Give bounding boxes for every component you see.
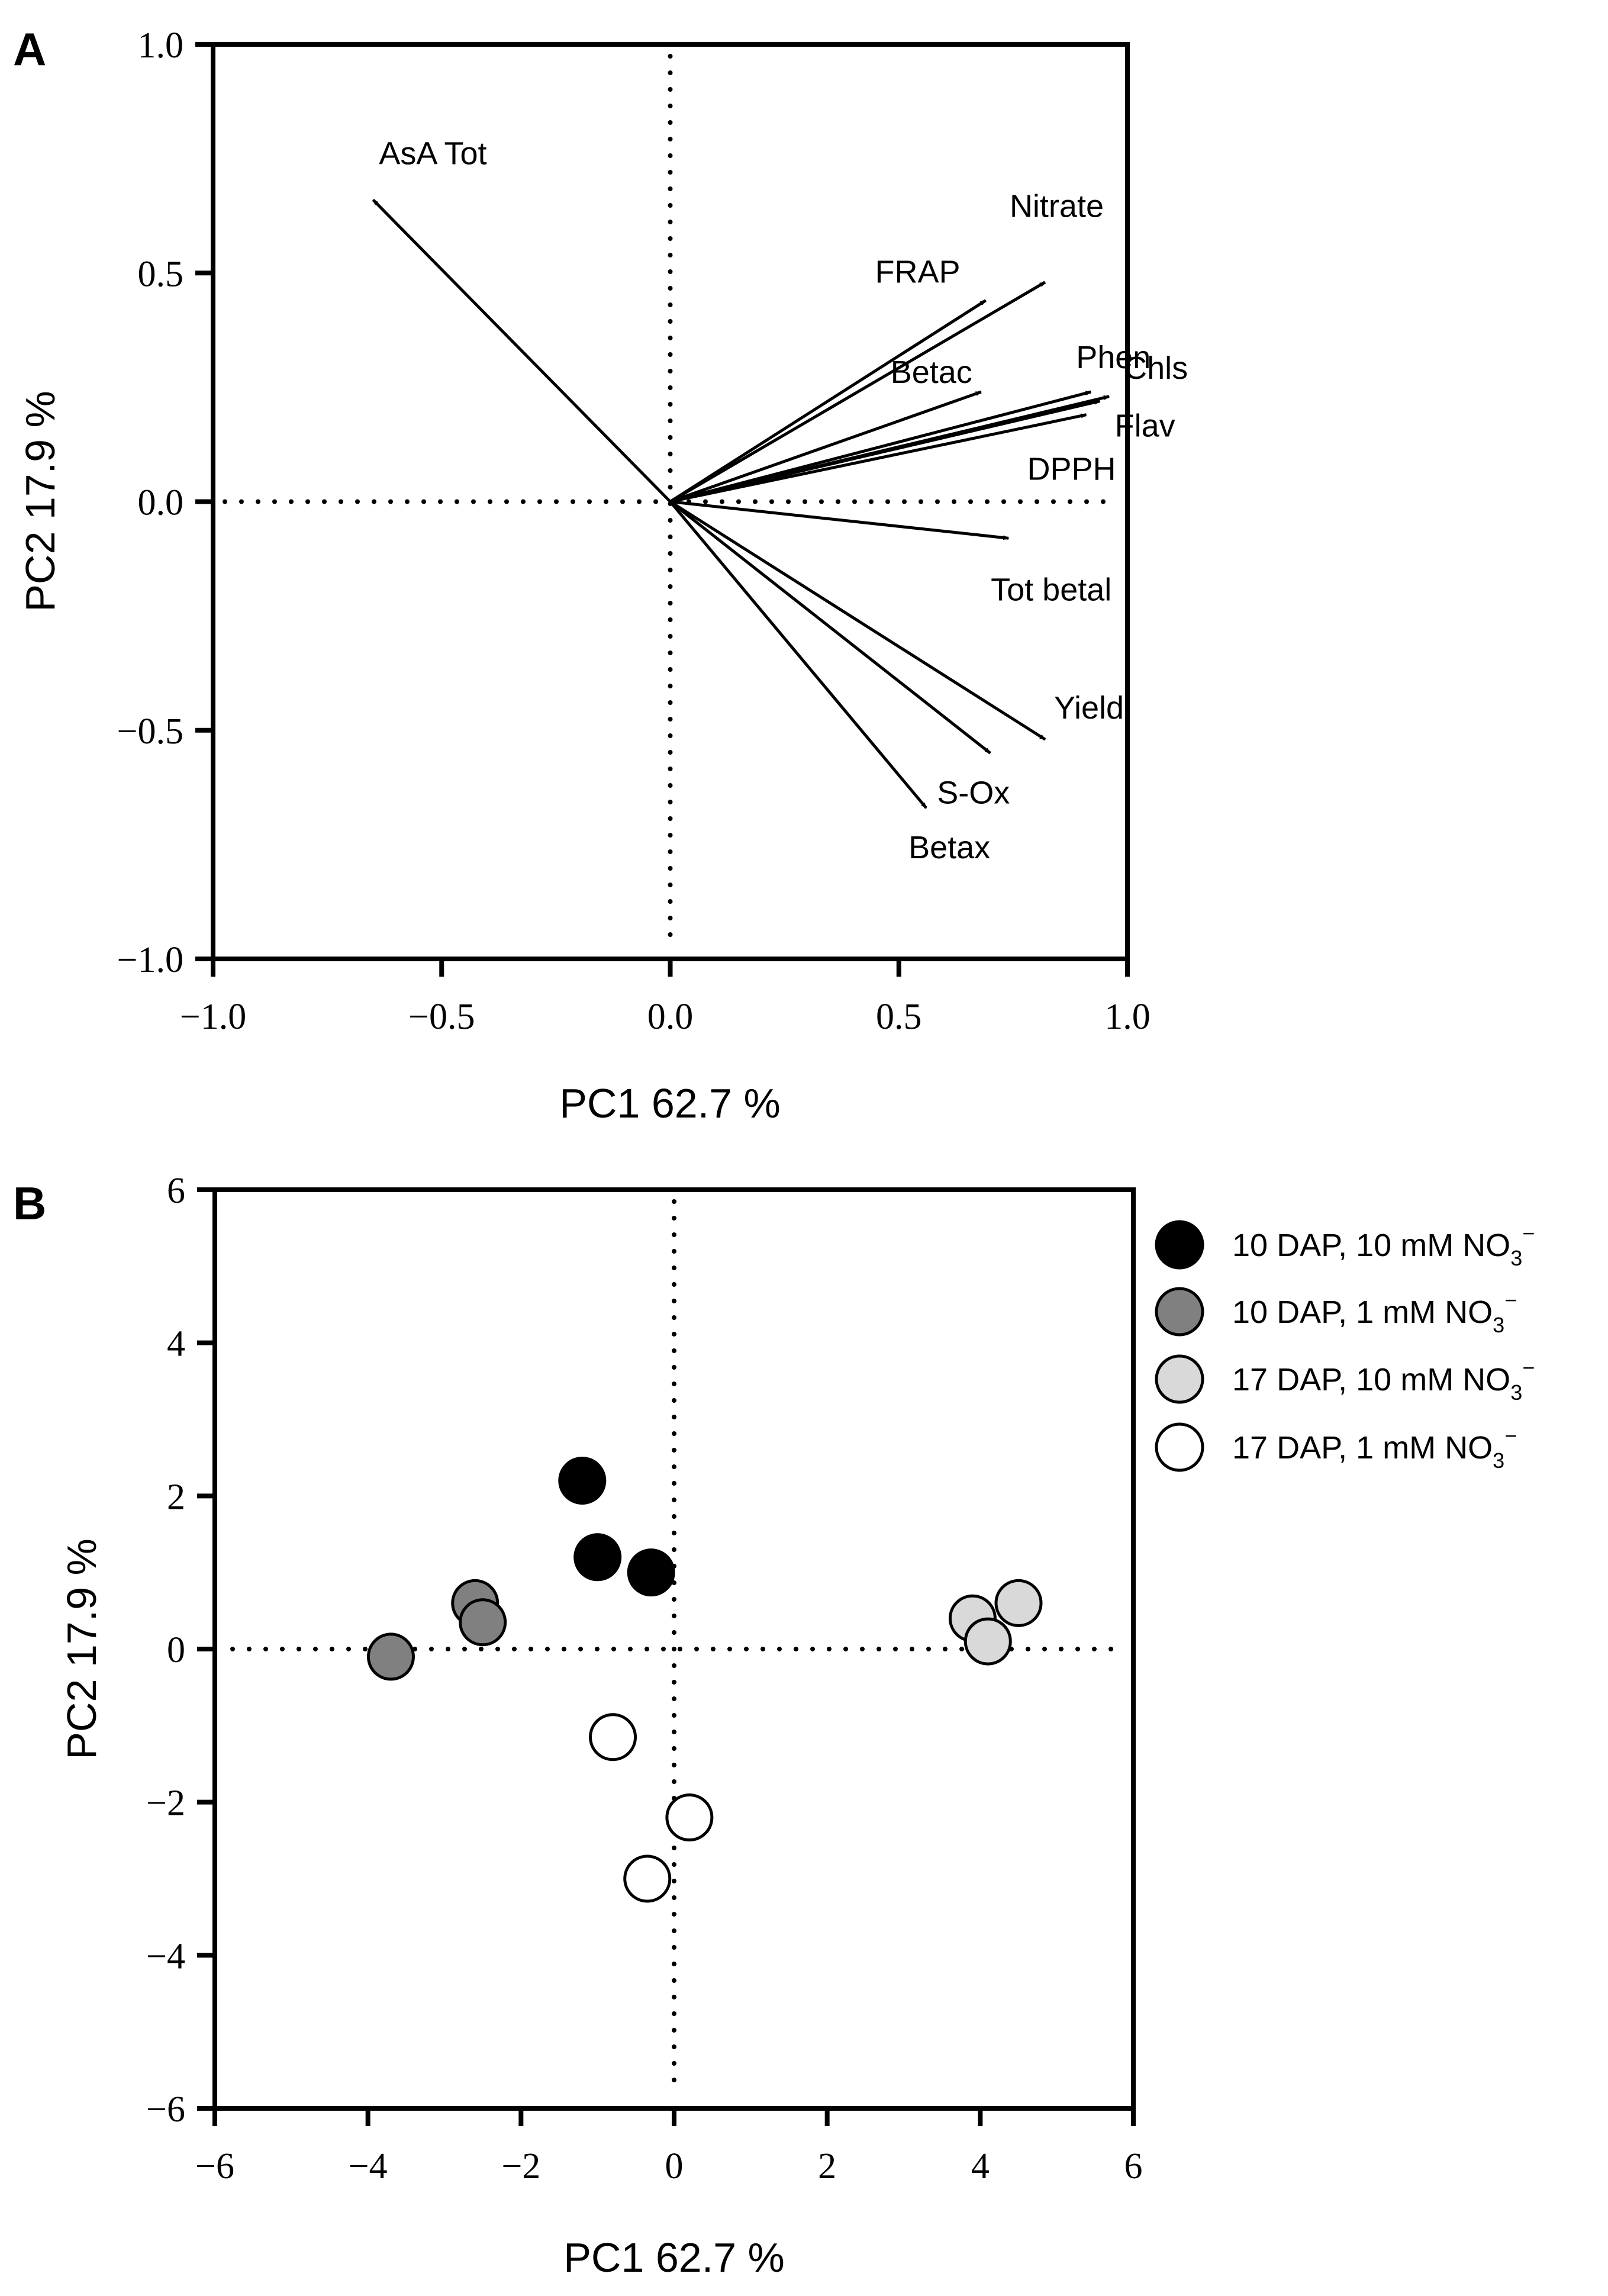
panel-a-x-axis-title: PC1 62.7 % [559,1080,781,1126]
legend-label: 10 DAP, 1 mM NO3− [1232,1288,1517,1337]
x-tick-label: 1.0 [1104,997,1151,1037]
panel-b-points [366,1456,1043,1903]
vector-label-s-ox: S-Ox [937,775,1010,810]
x-tick-label: −4 [349,2146,388,2186]
vector-label-chls: Chls [1124,350,1188,386]
vector-label-betax: Betax [908,830,990,865]
panel-b-ticks: −6 −4 −2 0 2 4 6 −6 −4 −2 0 2 4 6 [146,1171,1142,2186]
x-tick-label: 0 [665,2146,684,2186]
loading-arrow-asa-tot [372,198,672,503]
legend-item: 10 DAP, 10 mM NO3− [1155,1220,1535,1270]
legend-label: 10 DAP, 10 mM NO3− [1232,1221,1535,1270]
loading-arrow-frap [669,299,987,503]
panel-a-y-axis-title: PC2 17.9 % [17,391,63,612]
score-point-series-2 [459,1598,507,1647]
panel-b-y-axis-title: PC2 17.9 % [59,1538,105,1760]
score-point-series-1 [558,1456,607,1505]
x-tick-label: 2 [818,2146,836,2186]
panel-b-scores-plot: B −6 −4 −2 0 2 4 6 −6 −4 −2 0 2 4 6 PC1 62.7 % PC2 17… [13,1171,1535,2281]
loading-arrow-betax [669,500,928,809]
x-tick-label: −1.0 [180,997,246,1037]
panel-a-ticks: −1.0 −0.5 0.0 0.5 1.0 −1.0 −0.5 0.0 0.5 1.0 [117,25,1151,1037]
y-tick-label: 4 [167,1324,185,1364]
score-point-series-1 [573,1533,622,1582]
x-tick-label: 0.0 [647,997,694,1037]
x-tick-label: 0.5 [876,997,922,1037]
y-tick-label: −1.0 [117,940,183,980]
legend-label: 17 DAP, 1 mM NO3− [1232,1424,1517,1473]
x-tick-label: −2 [501,2146,540,2186]
y-tick-label: 0.5 [138,254,184,294]
legend-item: 10 DAP, 1 mM NO3− [1155,1287,1517,1337]
y-tick-label: 0.0 [138,483,184,523]
panel-b-x-axis-title: PC1 62.7 % [563,2234,785,2281]
vector-label-yield: Yield [1054,690,1124,726]
x-tick-label: −6 [195,2146,234,2186]
legend-label: 17 DAP, 10 mM NO3− [1232,1355,1535,1405]
vector-label-dpph: DPPH [1027,452,1116,487]
legend-marker [1155,1354,1204,1404]
loading-arrow-nitrate [669,281,1046,503]
vector-label-betac: Betac [891,355,972,390]
panel-a-letter: A [13,23,46,75]
vector-label-flav: Flav [1115,408,1175,444]
score-point-series-3 [963,1617,1012,1666]
y-tick-label: −4 [146,1936,185,1976]
y-tick-label: −0.5 [117,711,183,752]
vector-label-nitrate: Nitrate [1010,189,1104,224]
x-tick-label: −0.5 [408,997,475,1037]
legend-item: 17 DAP, 1 mM NO3− [1155,1422,1517,1473]
loading-arrow-betac [669,390,982,503]
score-point-series-3 [994,1579,1043,1627]
y-tick-label: 6 [167,1171,185,1211]
vector-label-phen: Phen [1076,340,1151,375]
legend-marker [1155,1422,1204,1472]
x-tick-label: 4 [971,2146,990,2186]
loading-arrow-yield [669,500,1046,741]
y-tick-label: 1.0 [138,25,184,66]
score-point-series-4 [665,1793,714,1842]
y-tick-label: 2 [167,1477,185,1517]
loading-arrow-s-ox [669,500,991,755]
y-tick-label: 0 [167,1630,185,1670]
y-tick-label: −6 [146,2089,185,2130]
panel-b-letter: B [13,1177,46,1229]
loading-arrow-flav [669,400,1101,503]
legend-marker [1155,1220,1204,1270]
x-tick-label: 6 [1124,2146,1143,2186]
loading-arrow-tot-betal [670,500,1010,540]
panel-a-vectors [372,198,1110,809]
loading-arrow-dpph [669,413,1087,503]
vector-label-asa-tot: AsA Tot [379,136,486,172]
y-tick-label: −2 [146,1783,185,1824]
score-point-series-4 [623,1854,672,1903]
vector-label-frap: FRAP [875,255,961,290]
score-point-series-1 [627,1548,675,1597]
score-point-series-4 [589,1713,637,1762]
vector-label-tot-betal: Tot betal [991,572,1111,607]
score-point-series-2 [366,1632,415,1681]
legend-marker [1155,1287,1204,1337]
legend: 10 DAP, 10 mM NO3− 10 DAP, 1 mM NO3− 17 … [1155,1220,1535,1473]
legend-item: 17 DAP, 10 mM NO3− [1155,1354,1535,1405]
